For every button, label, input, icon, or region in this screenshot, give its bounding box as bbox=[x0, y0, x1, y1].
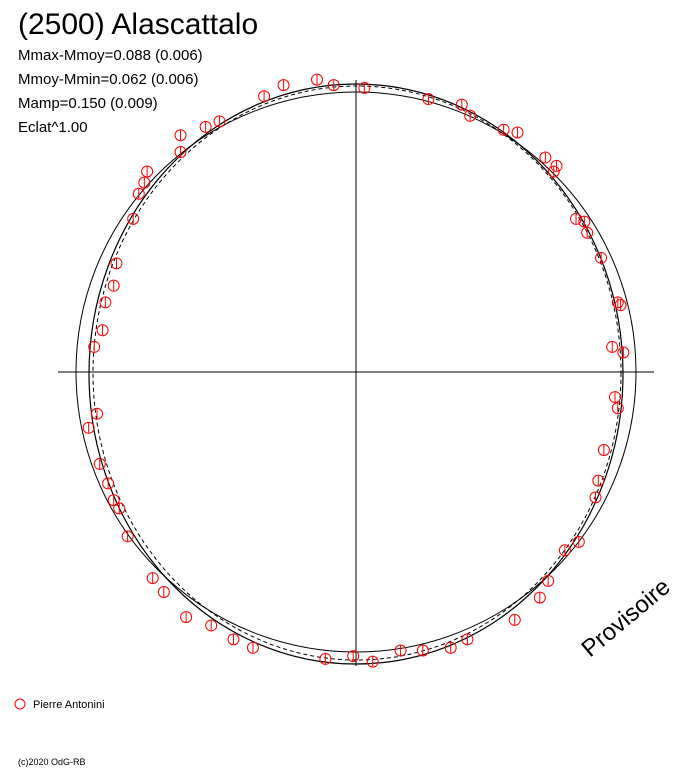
data-point bbox=[102, 477, 115, 490]
annotation: Mamp=0.150 (0.009) bbox=[18, 95, 158, 112]
data-point bbox=[174, 145, 187, 158]
data-point bbox=[539, 151, 552, 164]
data-point bbox=[199, 120, 212, 133]
data-point bbox=[444, 641, 457, 654]
data-point bbox=[606, 340, 619, 353]
data-point bbox=[611, 296, 624, 309]
data-point bbox=[589, 491, 602, 504]
legend-marker bbox=[14, 698, 26, 710]
data-point bbox=[542, 574, 555, 587]
data-point bbox=[132, 187, 145, 200]
data-point bbox=[595, 251, 608, 264]
data-point bbox=[611, 402, 624, 415]
data-point bbox=[366, 655, 379, 668]
data-point bbox=[319, 652, 332, 665]
data-point bbox=[93, 457, 106, 470]
data-point bbox=[358, 81, 371, 94]
footer: (c)2020 OdG-RB bbox=[18, 757, 86, 767]
data-point bbox=[96, 324, 109, 337]
data-point bbox=[227, 633, 240, 646]
data-point bbox=[511, 126, 524, 139]
data-point bbox=[277, 79, 290, 92]
data-point bbox=[572, 535, 585, 548]
data-point bbox=[464, 109, 477, 122]
data-point bbox=[107, 279, 120, 292]
data-point bbox=[614, 299, 627, 312]
data-point bbox=[347, 650, 360, 663]
legend-label: Pierre Antonini bbox=[33, 699, 105, 711]
data-point bbox=[174, 129, 187, 142]
data-point bbox=[461, 633, 474, 646]
data-point bbox=[157, 586, 170, 599]
data-point bbox=[99, 296, 112, 309]
annotation: Mmax-Mmoy=0.088 (0.006) bbox=[18, 47, 203, 64]
data-point bbox=[455, 98, 468, 111]
data-point bbox=[205, 619, 218, 632]
data-point bbox=[508, 613, 521, 626]
data-point bbox=[213, 115, 226, 128]
data-point bbox=[581, 226, 594, 239]
data-point bbox=[141, 165, 154, 178]
data-point bbox=[88, 340, 101, 353]
data-point bbox=[416, 644, 429, 657]
data-point bbox=[121, 530, 134, 543]
watermark: Provisoire bbox=[577, 573, 676, 662]
data-point bbox=[311, 73, 324, 86]
data-point bbox=[558, 544, 571, 557]
data-point bbox=[394, 644, 407, 657]
fit-curve-bound bbox=[92, 85, 622, 661]
data-point bbox=[422, 93, 435, 106]
data-point bbox=[550, 159, 563, 172]
data-point bbox=[113, 502, 126, 515]
data-point bbox=[617, 346, 630, 359]
data-point bbox=[110, 257, 123, 270]
data-point bbox=[246, 641, 259, 654]
data-point bbox=[578, 215, 591, 228]
data-point bbox=[570, 212, 583, 225]
data-point bbox=[533, 591, 546, 604]
data-point bbox=[180, 611, 193, 624]
data-point bbox=[146, 572, 159, 585]
data-point bbox=[82, 421, 95, 434]
annotation: Eclat^1.00 bbox=[18, 119, 88, 136]
data-point bbox=[597, 443, 610, 456]
data-point bbox=[258, 90, 271, 103]
data-point bbox=[90, 407, 103, 420]
data-point bbox=[127, 212, 140, 225]
reference-circle bbox=[75, 91, 637, 653]
data-point bbox=[327, 79, 340, 92]
annotation: Mmoy-Mmin=0.062 (0.006) bbox=[18, 71, 198, 88]
data-point bbox=[547, 165, 560, 178]
data-point bbox=[497, 123, 510, 136]
data-point bbox=[107, 494, 120, 507]
fit-curve bbox=[88, 83, 624, 665]
data-point bbox=[592, 474, 605, 487]
data-point bbox=[609, 391, 622, 404]
data-point bbox=[138, 176, 151, 189]
chart-title: (2500) Alascattalo bbox=[18, 8, 258, 41]
